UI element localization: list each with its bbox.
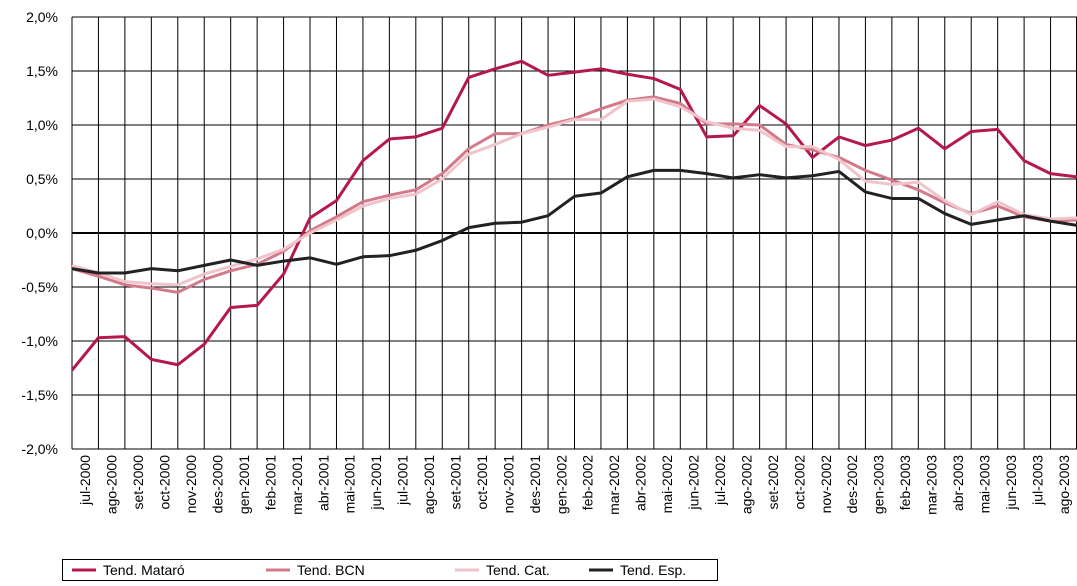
x-tick-label: feb-2003 [897, 455, 913, 510]
x-tick-label: gen-2002 [553, 455, 569, 514]
y-tick-label: -1,0% [21, 333, 58, 349]
x-tick-label: des-2002 [844, 455, 860, 514]
legend-label: Tend. Cat. [486, 562, 550, 578]
y-tick-label: 0,0% [26, 225, 58, 241]
x-tick-label: nov-2001 [500, 455, 516, 514]
x-tick-label: jul-2002 [712, 455, 728, 506]
legend-label: Tend. BCN [297, 562, 365, 578]
y-tick-label: -2,0% [21, 441, 58, 457]
x-tick-label: ago-2001 [421, 455, 437, 514]
legend-label: Tend. Mataró [103, 562, 185, 578]
x-tick-label: nov-2002 [818, 455, 834, 514]
x-tick-label: feb-2002 [580, 455, 596, 510]
x-tick-label: set-2001 [447, 455, 463, 510]
x-tick-label: jul-2001 [395, 455, 411, 506]
y-tick-label: -0,5% [21, 279, 58, 295]
x-tick-label: oct-2000 [157, 455, 173, 510]
x-tick-label: gen-2001 [236, 455, 252, 514]
x-tick-label: nov-2000 [183, 455, 199, 514]
x-tick-label: jul-2003 [1029, 455, 1045, 506]
x-tick-label: oct-2002 [791, 455, 807, 510]
x-tick-label: ago-2003 [1056, 455, 1072, 514]
x-tick-label: ago-2000 [104, 455, 120, 514]
x-tick-label: mai-2003 [976, 455, 992, 514]
y-tick-label: 1,0% [26, 117, 58, 133]
x-tick-label: jun-2003 [1003, 455, 1019, 511]
legend-label: Tend. Esp. [620, 562, 686, 578]
x-tick-label: abr-2002 [633, 455, 649, 511]
x-tick-label: oct-2001 [474, 455, 490, 510]
x-tick-label: des-2001 [527, 455, 543, 514]
y-tick-label: 2,0% [26, 9, 58, 25]
x-tick-label: ago-2002 [738, 455, 754, 514]
y-tick-label: 1,5% [26, 63, 58, 79]
x-tick-label: mar-2002 [606, 455, 622, 515]
x-tick-label: mai-2002 [659, 455, 675, 514]
series-line [71, 97, 1077, 287]
x-tick-label: set-2000 [130, 455, 146, 510]
x-tick-label: des-2000 [209, 455, 225, 514]
x-tick-label: jun-2002 [686, 455, 702, 511]
y-tick-label: 0,5% [26, 171, 58, 187]
x-tick-label: abr-2001 [315, 455, 331, 511]
x-tick-label: set-2002 [765, 455, 781, 510]
x-tick-label: gen-2003 [871, 455, 887, 514]
x-tick-label: jun-2001 [368, 455, 384, 511]
series-line [71, 168, 1077, 275]
x-tick-label: mar-2001 [289, 455, 305, 515]
x-tick-label: mar-2003 [924, 455, 940, 515]
x-tick-label: feb-2001 [262, 455, 278, 510]
x-tick-label: mai-2001 [342, 455, 358, 514]
x-tick-label: abr-2003 [950, 455, 966, 511]
series-line [70, 59, 1077, 372]
y-tick-label: -1,5% [21, 387, 58, 403]
x-tick-label: jul-2000 [77, 455, 93, 506]
